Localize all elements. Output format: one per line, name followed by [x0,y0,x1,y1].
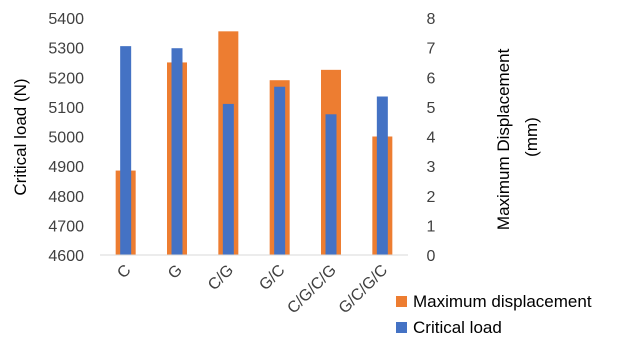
y-axis-right-title-line1: Maximum Displacement [494,48,513,230]
y-tick-label-right: 3 [427,159,436,176]
bar-critical-load [325,114,337,255]
y-tick-label-left: 5400 [48,11,84,28]
y-tick-label-left: 4800 [48,189,84,206]
y-tick-label-right: 6 [427,70,436,87]
y-tick-label-left: 5000 [48,130,84,147]
x-axis-ticks: C G C/G G/CC/G/C/GG/C/G/C [114,262,391,317]
y-axis-right-title: Maximum Displacement (mm) [494,44,541,230]
bar-critical-load [171,48,183,255]
y-tick-label-left: 5200 [48,70,84,87]
x-tick-label: C/G [205,262,237,294]
x-tick-label: C/G/C/G [284,262,339,317]
bar-critical-load [274,86,286,255]
y-tick-label-left: 4900 [48,159,84,176]
y-tick-label-right: 4 [427,130,436,147]
legend: Maximum displacement Critical load [396,292,592,337]
y-tick-label-right: 8 [427,11,436,28]
y-tick-label-left: 4700 [48,218,84,235]
x-tick-label: G/C [256,262,288,294]
legend-swatch-critical-load [396,322,407,333]
bar-critical-load [222,103,234,255]
y-tick-label-left: 5300 [48,41,84,58]
legend-label-critical-load: Critical load [413,318,502,337]
bar-critical-load [376,96,388,255]
y-tick-label-right: 2 [427,189,436,206]
bars [115,31,393,256]
y-tick-label-right: 1 [427,218,436,235]
y-tick-label-right: 7 [427,41,436,58]
y-axis-left-title: Critical load (N) [11,78,30,195]
x-tick-label: G/C/G/C [336,262,391,317]
y-axis-right-title-line2: (mm) [522,117,541,157]
bar-critical-load [120,46,132,255]
x-tick-label: G [165,262,186,283]
y-tick-label-left: 5100 [48,100,84,117]
legend-label-maximum-displacement: Maximum displacement [413,292,592,311]
y-tick-label-left: 4600 [48,248,84,265]
legend-swatch-maximum-displacement [396,296,407,307]
y-axis-left-ticks: 4600 4700 4800 4900 5000 5100 5200 5300 5400 [48,11,84,265]
y-tick-label-right: 5 [427,100,436,117]
x-tick-label: C [114,262,134,282]
y-tick-label-right: 0 [427,248,436,265]
y-axis-right-ticks: 0 1 2 3 4 5 6 7 8 [427,11,436,265]
